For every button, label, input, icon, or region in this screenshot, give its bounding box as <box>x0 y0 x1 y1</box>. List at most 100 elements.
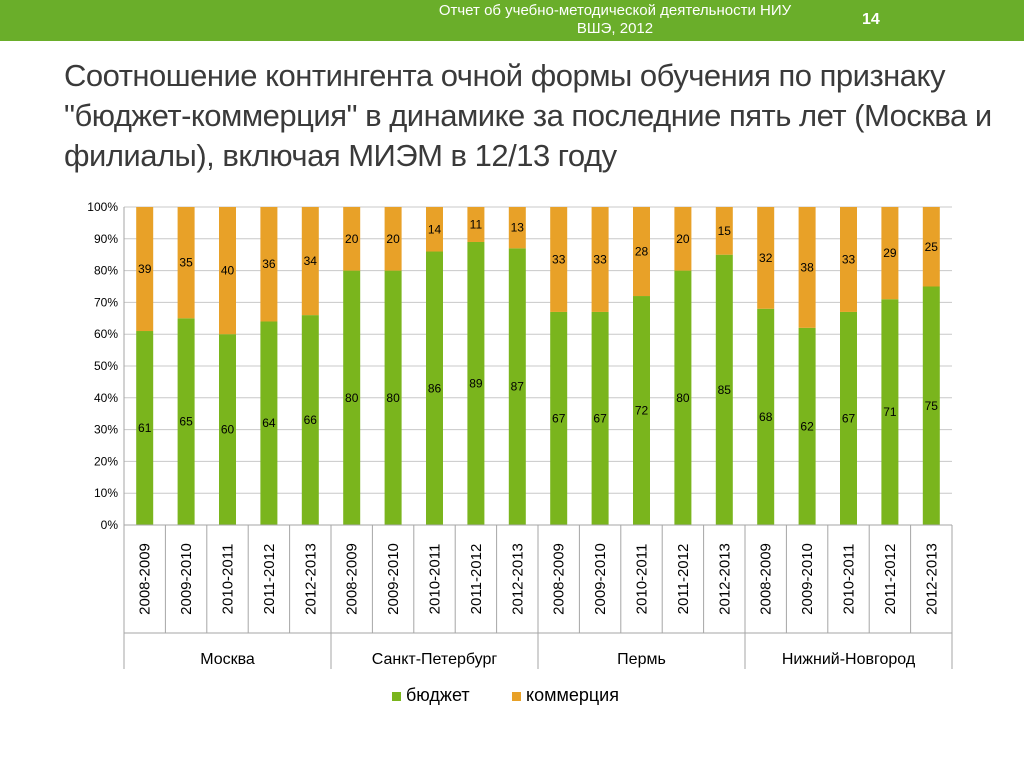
x-tick-label: 2008-2009 <box>758 543 775 615</box>
data-label-commerce: 33 <box>552 252 566 266</box>
legend-swatch <box>392 692 401 701</box>
x-tick-label: 2010-2011 <box>841 544 858 615</box>
y-tick-label: 60% <box>94 327 118 341</box>
x-tick-label: 2010-2011 <box>220 544 237 615</box>
data-label-budget: 67 <box>552 411 566 425</box>
bar-commerce <box>508 207 526 249</box>
data-label-commerce: 40 <box>221 264 235 278</box>
y-tick-label: 90% <box>94 232 118 246</box>
x-tick-label: 2011-2012 <box>468 544 485 615</box>
data-label-budget: 64 <box>262 416 276 430</box>
bar-commerce <box>922 207 940 287</box>
data-label-commerce: 36 <box>262 257 276 271</box>
bar-budget <box>343 270 361 525</box>
x-tick-label: 2008-2009 <box>344 543 361 615</box>
bar-budget <box>633 296 650 525</box>
bar-budget <box>426 251 443 525</box>
data-label-budget: 66 <box>304 413 318 427</box>
data-label-commerce: 35 <box>179 256 193 270</box>
data-label-budget: 60 <box>221 423 235 437</box>
data-label-budget: 67 <box>593 411 607 425</box>
bar-commerce <box>757 207 775 309</box>
data-label-budget: 62 <box>800 419 814 433</box>
x-tick-label: 2009-2010 <box>799 543 816 615</box>
data-label-budget: 68 <box>759 410 773 424</box>
bar-budget <box>798 327 816 525</box>
data-label-budget: 67 <box>842 411 856 425</box>
data-label-commerce: 13 <box>511 221 525 235</box>
bar-budget <box>136 331 154 525</box>
data-label-budget: 80 <box>345 391 359 405</box>
data-label-budget: 61 <box>138 421 152 435</box>
bar-budget <box>674 270 692 525</box>
group-label: Нижний-Новгород <box>782 651 916 668</box>
data-label-commerce: 20 <box>345 232 359 246</box>
bar-budget <box>467 241 485 526</box>
y-tick-label: 10% <box>94 486 118 500</box>
bar-budget <box>840 311 857 525</box>
bar-commerce <box>633 207 650 297</box>
data-label-commerce: 20 <box>386 232 400 246</box>
group-label: Москва <box>200 651 255 668</box>
bar-commerce <box>301 207 319 316</box>
bar-commerce <box>343 207 361 271</box>
data-label-commerce: 33 <box>593 252 607 266</box>
bar-budget <box>715 254 733 525</box>
x-tick-label: 2012-2013 <box>509 543 526 615</box>
x-tick-label: 2012-2013 <box>923 543 940 615</box>
x-tick-label: 2009-2010 <box>385 543 402 615</box>
group-label: Пермь <box>617 651 666 668</box>
bar-commerce <box>467 207 485 242</box>
data-label-budget: 89 <box>469 376 483 390</box>
y-tick-label: 80% <box>94 264 118 278</box>
x-tick-label: 2012-2013 <box>716 543 733 615</box>
header-line-2: ВШЭ, 2012 <box>576 20 654 37</box>
x-tick-label: 2011-2012 <box>675 544 692 615</box>
bar-budget <box>922 286 940 525</box>
y-tick-label: 0% <box>101 518 119 532</box>
bar-commerce <box>260 207 278 322</box>
data-label-budget: 71 <box>883 405 897 419</box>
bar-budget <box>177 318 195 525</box>
bar-budget <box>591 311 609 525</box>
y-tick-label: 30% <box>94 423 118 437</box>
group-label: Санкт-Петербург <box>372 651 498 668</box>
bar-budget <box>219 334 236 525</box>
data-label-budget: 86 <box>428 381 442 395</box>
bar-budget <box>508 248 526 525</box>
bar-commerce <box>219 207 236 335</box>
x-tick-label: 2008-2009 <box>551 543 568 615</box>
header-bar <box>0 0 1024 41</box>
y-tick-label: 40% <box>94 391 118 405</box>
x-tick-label: 2008-2009 <box>137 543 154 615</box>
bar-commerce <box>136 207 154 332</box>
data-label-budget: 85 <box>718 383 732 397</box>
data-label-commerce: 15 <box>718 224 732 238</box>
x-tick-label: 2011-2012 <box>882 544 899 615</box>
y-tick-label: 20% <box>94 454 118 468</box>
x-tick-label: 2012-2013 <box>302 543 319 615</box>
data-label-budget: 80 <box>386 391 400 405</box>
header-caption: Отчет об учебно-методической деятельност… <box>380 2 850 38</box>
x-tick-label: 2010-2011 <box>634 544 651 615</box>
bar-commerce <box>840 207 857 312</box>
bar-commerce <box>591 207 609 312</box>
header-line-1: Отчет об учебно-методической деятельност… <box>438 2 792 19</box>
data-label-commerce: 11 <box>470 217 483 231</box>
legend-label: коммерция <box>526 685 619 705</box>
bar-budget <box>881 299 899 525</box>
bar-budget <box>550 311 568 525</box>
data-label-commerce: 25 <box>925 240 939 254</box>
bar-commerce <box>177 207 195 319</box>
data-label-commerce: 33 <box>842 252 856 266</box>
data-label-budget: 80 <box>676 391 690 405</box>
data-label-commerce: 28 <box>635 245 649 259</box>
y-tick-label: 50% <box>94 359 118 373</box>
x-tick-label: 2009-2010 <box>592 543 609 615</box>
data-label-commerce: 34 <box>304 254 318 268</box>
data-label-commerce: 29 <box>883 246 897 260</box>
bar-budget <box>301 315 319 525</box>
data-label-commerce: 38 <box>800 260 814 274</box>
x-tick-label: 2010-2011 <box>427 544 444 615</box>
